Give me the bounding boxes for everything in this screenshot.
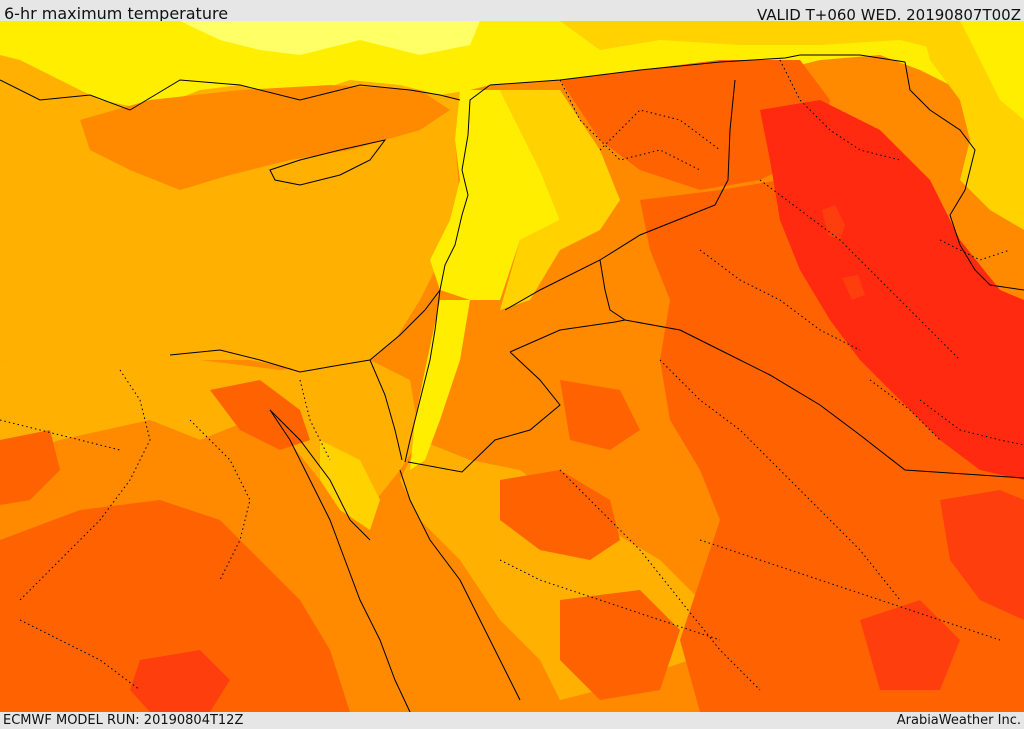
tharthar-lake (822, 205, 845, 240)
jordan-valley-yellow (410, 300, 470, 470)
turkey-east-light-orange (560, 21, 1024, 60)
egypt-red-patch (130, 650, 230, 712)
turkey-pale-yellow-patches (180, 21, 480, 55)
arabia-dark-orange-2 (560, 380, 640, 450)
med-orange-lobe (80, 85, 450, 190)
turkey-coast-south (0, 79, 461, 111)
gulf-of-suez (269, 409, 371, 541)
sinai-amber-zone (0, 360, 420, 520)
saudi-iraq-border (624, 319, 1024, 479)
israel-jordan-line (404, 289, 441, 463)
red-sea-orange-band (380, 520, 560, 712)
valid-time-label: VALID T+060 WED. 20190807T00Z (756, 6, 1021, 24)
credit-label: ArabiaWeather Inc. (896, 713, 1021, 728)
dotted-border-line (599, 109, 721, 151)
turkey-syria-border (489, 54, 906, 86)
syria-iraq-border (504, 79, 736, 311)
dotted-border-line (939, 239, 1011, 261)
model-run-label: ECMWF MODEL RUN: 20190804T12Z (3, 713, 244, 728)
red-sea-west-coast (269, 409, 411, 712)
iran-iraq-border (904, 61, 1024, 291)
dotted-border-line (299, 379, 331, 461)
iran-yellow (960, 21, 1024, 120)
iraq-red-zone (760, 100, 1024, 480)
dotted-border-line (699, 249, 861, 351)
levant-coast (369, 84, 491, 361)
dotted-border-line (699, 539, 1001, 641)
israel-egypt-border (369, 359, 403, 461)
header-bar: 6-hr maximum temperature VALID T+060 WED… (0, 0, 1024, 24)
syria-dark-orange (560, 60, 830, 190)
country-borders (0, 54, 1024, 712)
egypt-dark-orange (0, 500, 350, 712)
dotted-border-line (759, 179, 961, 361)
dotted-border-line (659, 359, 901, 601)
footer-bar: ECMWF MODEL RUN: 20190804T12Z ArabiaWeat… (0, 712, 1024, 729)
dotted-border-line (869, 379, 941, 441)
cyprus-outline (269, 139, 387, 186)
temperature-map-svg (0, 21, 1024, 712)
east-red-zone (940, 490, 1024, 620)
arabia-dark-orange (500, 470, 620, 560)
arabia-dark-orange-3 (560, 590, 680, 700)
dotted-borders (0, 59, 1024, 691)
se-red-patch (860, 600, 960, 690)
map-title: 6-hr maximum temperature (4, 4, 229, 23)
dotted-border-line (559, 469, 761, 691)
dotted-border-line (19, 369, 151, 601)
temperature-map[interactable] (0, 21, 1024, 712)
sinai-light-orange (320, 440, 380, 530)
jordan-saudi-border (407, 351, 561, 473)
sinai-coast (169, 349, 371, 373)
egypt-west-dark-orange (0, 430, 60, 505)
levant-yellow-strip (430, 90, 560, 300)
red-sea-east-coast (399, 469, 521, 701)
razazah-lake (842, 275, 865, 300)
levant-light-orange (500, 90, 620, 310)
